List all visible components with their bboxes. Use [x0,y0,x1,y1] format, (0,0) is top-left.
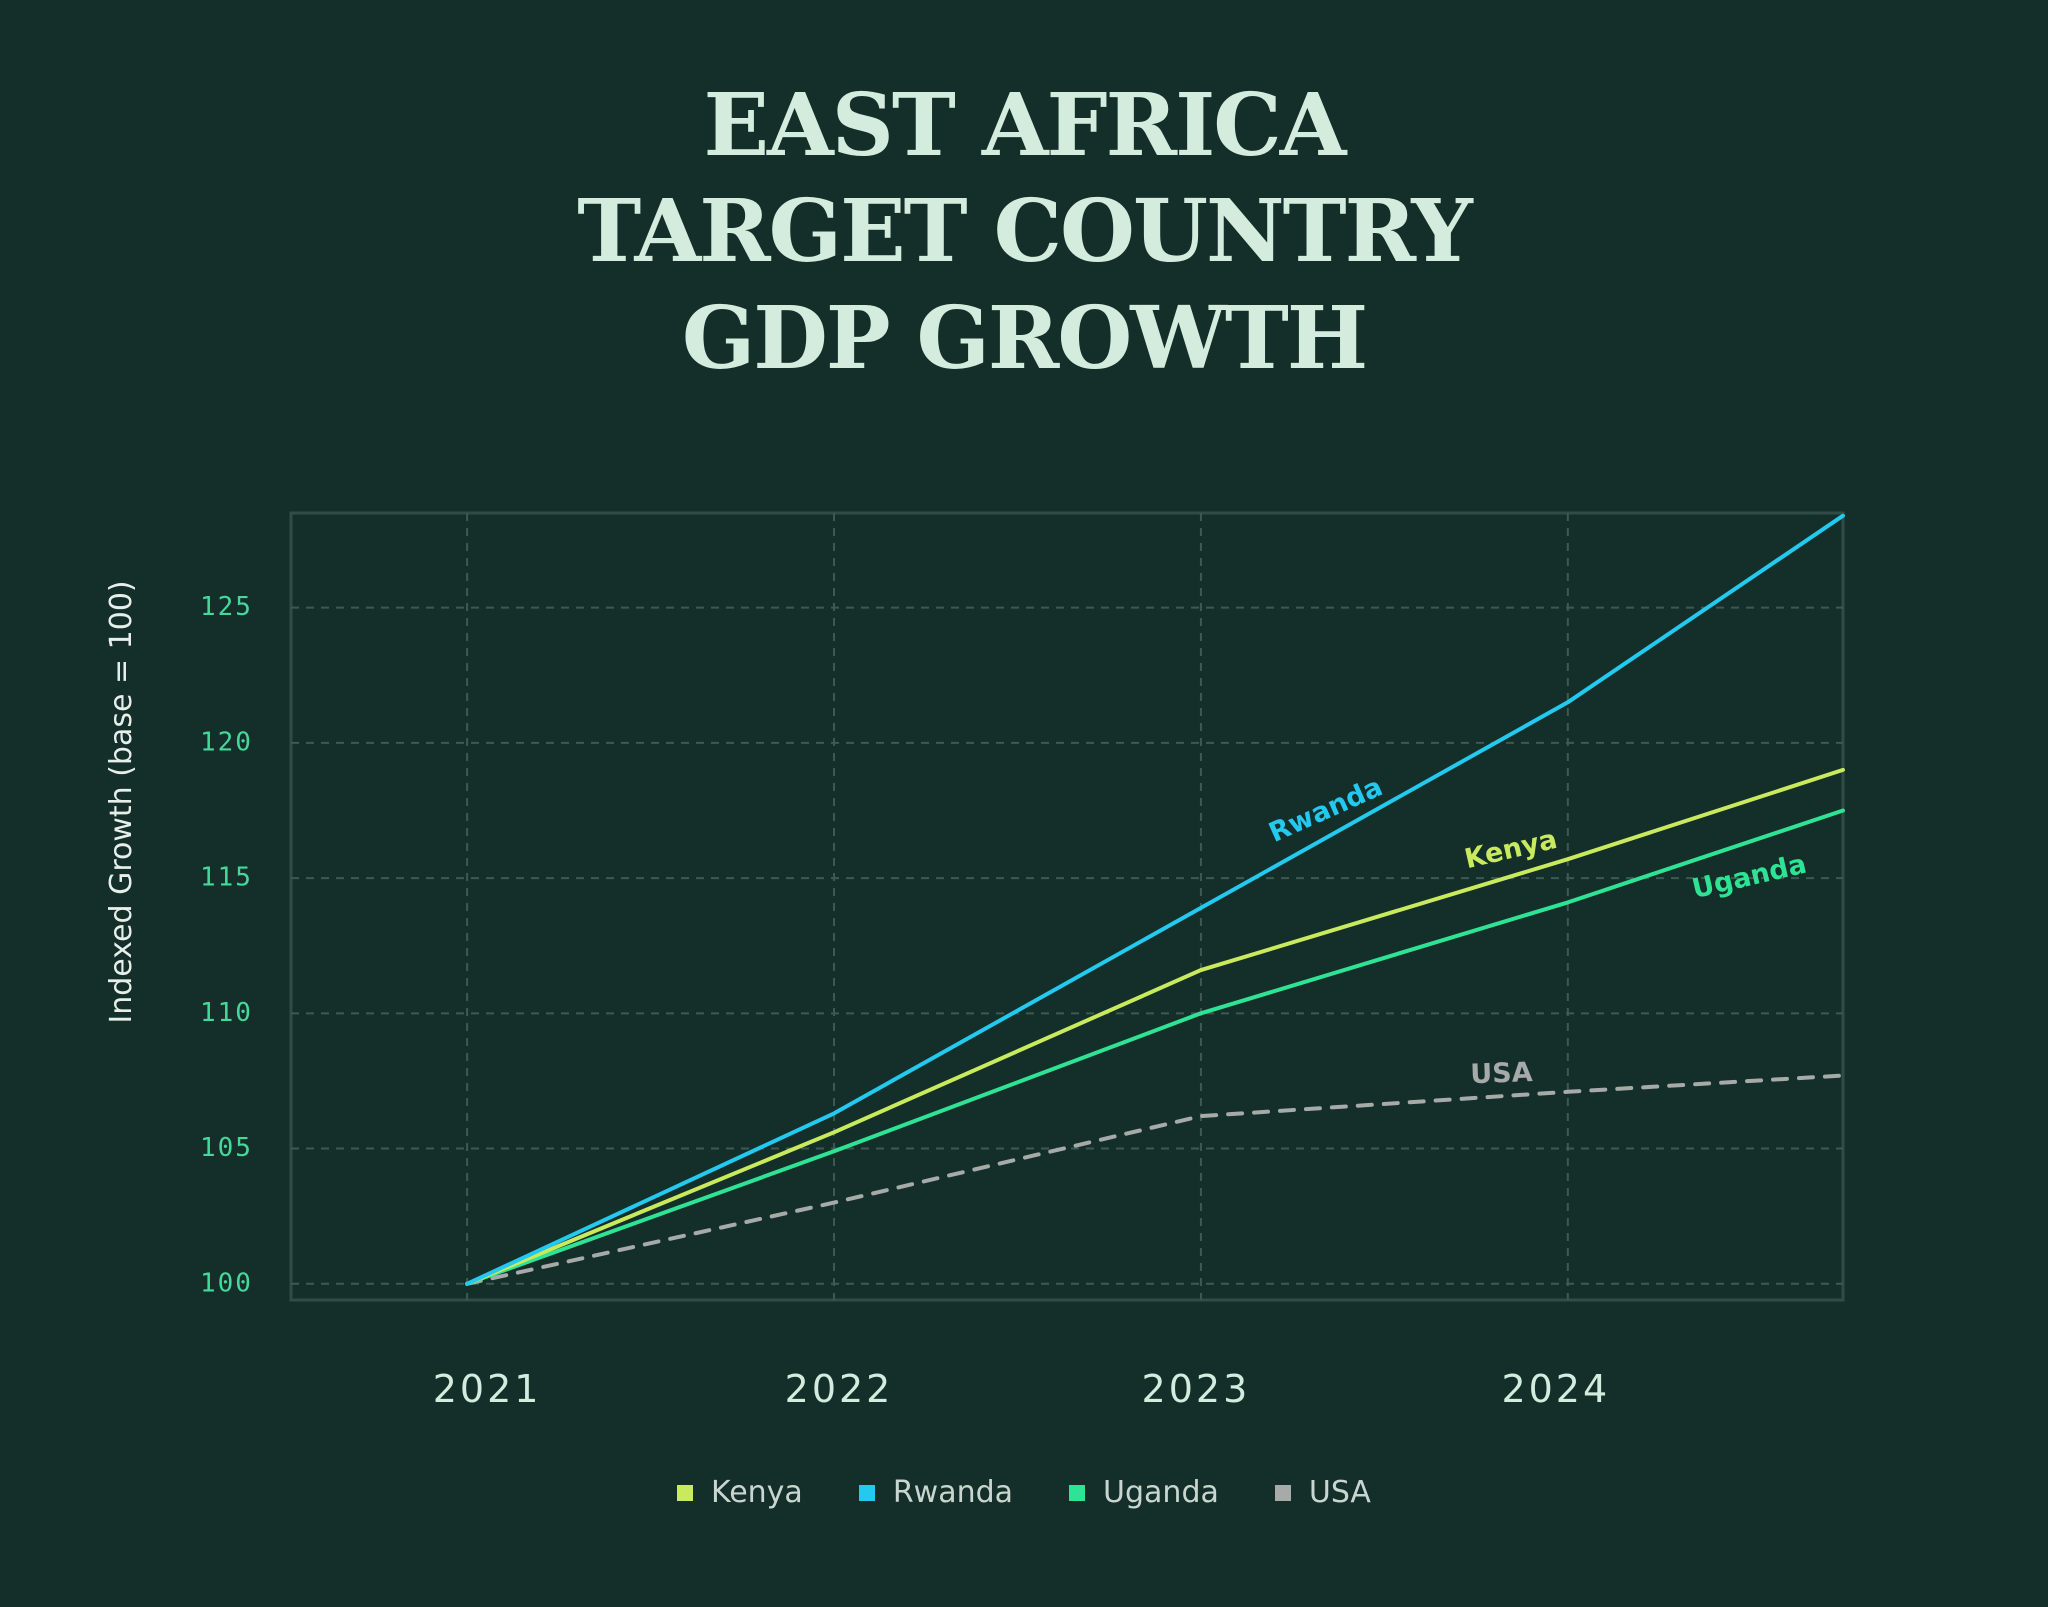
y-tick-label-105: 105 [200,1133,253,1163]
legend-item-usa[interactable]: USA [1274,1475,1371,1510]
legend-swatch-kenya [677,1484,694,1501]
legend-swatch-rwanda [858,1484,875,1501]
legend-swatch-usa [1274,1484,1291,1501]
series-line-kenya [465,767,1845,1286]
legend-swatch-uganda [1069,1484,1086,1501]
legend-item-kenya[interactable]: Kenya [677,1475,803,1510]
legend-label-rwanda: Rwanda [892,1475,1014,1510]
x-tick-label-2024: 2024 [1501,1367,1610,1411]
chart-title-line-2: TARGET COUNTRY [577,181,1473,282]
legend-item-rwanda[interactable]: Rwanda [858,1475,1014,1510]
legend: Kenya Rwanda Uganda USA [0,1475,2048,1510]
legend-label-uganda: Uganda [1103,1475,1219,1510]
legend-label-usa: USA [1308,1475,1371,1510]
x-tick-label-2022: 2022 [785,1367,894,1411]
series-line-rwanda [465,513,1845,1286]
y-axis-label: Indexed Growth (base = 100) [104,580,139,1023]
legend-label-kenya: Kenya [711,1475,803,1510]
series-line-usa [465,1073,1845,1286]
y-tick-label-125: 125 [200,592,253,622]
y-tick-label-110: 110 [200,998,253,1028]
x-tick-label-2023: 2023 [1142,1367,1251,1411]
chart-title-line-1: EAST AFRICA [703,75,1347,176]
plot-frame [289,511,1845,1302]
series-label-usa: USA [1470,1057,1533,1090]
chart-title-line-3: GDP GROWTH [681,288,1368,389]
y-tick-label-100: 100 [200,1268,253,1298]
x-tick-label-2021: 2021 [433,1367,542,1411]
series-line-uganda [465,808,1845,1286]
legend-item-uganda[interactable]: Uganda [1069,1475,1219,1510]
y-tick-label-115: 115 [200,863,253,893]
y-tick-label-120: 120 [200,727,253,757]
